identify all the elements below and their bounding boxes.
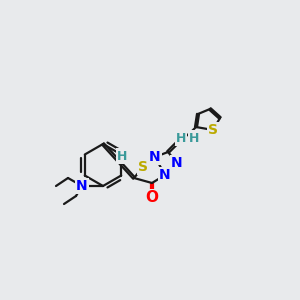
Text: N: N: [159, 168, 171, 182]
Text: H: H: [189, 131, 199, 145]
Text: S: S: [138, 160, 148, 174]
Text: O: O: [146, 190, 158, 206]
Text: H: H: [117, 149, 128, 163]
Text: N: N: [76, 179, 88, 193]
Text: H: H: [176, 131, 186, 145]
Text: N: N: [171, 156, 183, 170]
Text: N: N: [149, 150, 161, 164]
Text: S: S: [208, 123, 218, 137]
